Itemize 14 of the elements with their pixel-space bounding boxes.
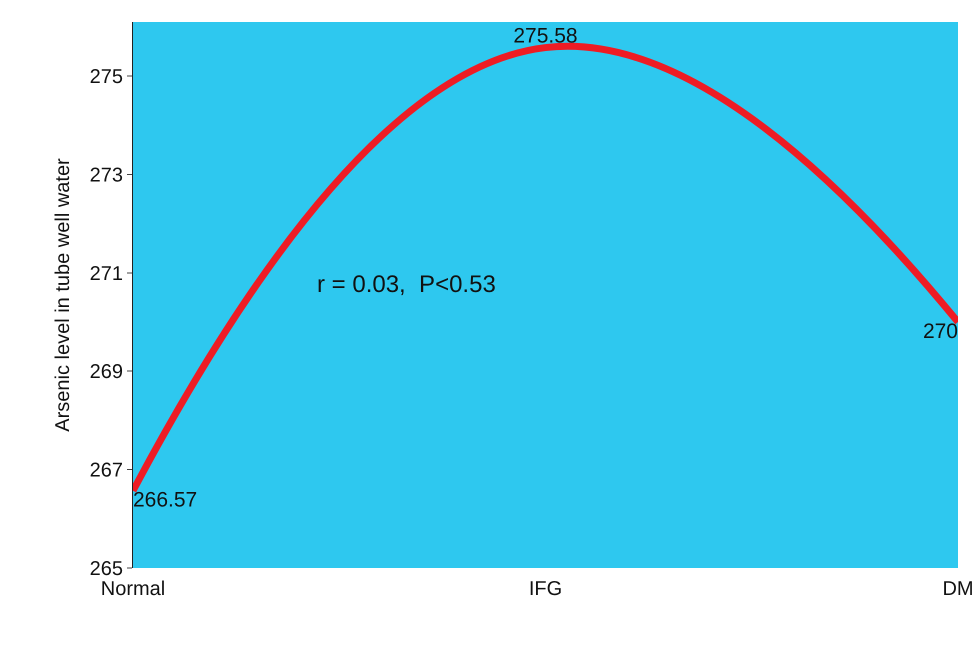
- y-tick-label: 273: [90, 164, 123, 186]
- y-tick-label: 271: [90, 262, 123, 285]
- y-tick-label: 265: [90, 558, 123, 580]
- x-tick-label: DM: [942, 578, 974, 600]
- data-label: 270: [922, 320, 958, 343]
- data-label: 266.57: [133, 488, 198, 512]
- annotation: r = 0.03, P<0.53: [317, 271, 496, 298]
- data-label: 275.58: [513, 24, 578, 48]
- x-tick-label: Normal: [100, 578, 166, 600]
- y-axis-title: Arsenic level in tube well water: [52, 158, 74, 432]
- x-tick-label: IFG: [528, 578, 562, 600]
- y-tick-label: 275: [90, 66, 123, 88]
- y-tick-label: 267: [90, 460, 123, 482]
- y-tick-label: 269: [90, 361, 123, 384]
